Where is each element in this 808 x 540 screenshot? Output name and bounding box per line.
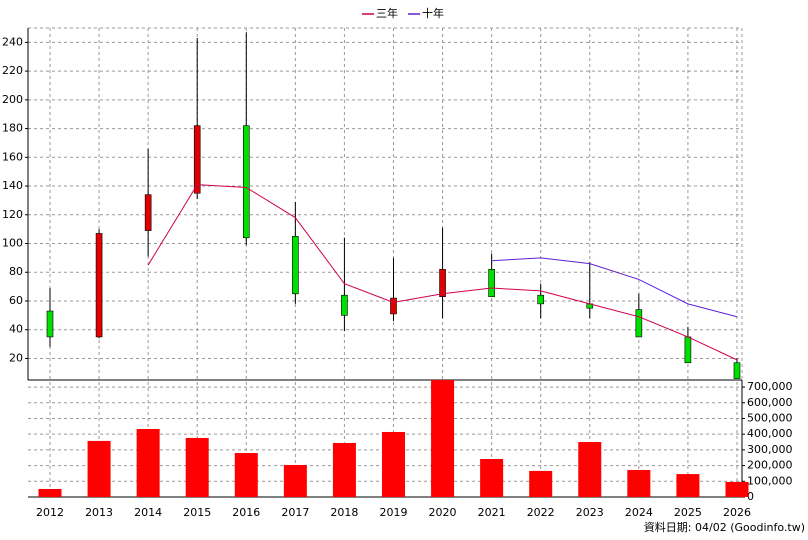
x-tick-label: 2015 (183, 506, 211, 519)
footnote: 資料日期: 04/02 (Goodinfo.tw) (644, 520, 805, 534)
volume-bar (725, 481, 749, 497)
y2-tick-label: 400,000 (747, 427, 793, 440)
ma-line (147, 184, 738, 361)
candle-body (341, 294, 348, 316)
volume-bar (234, 453, 258, 497)
candle-body (488, 269, 495, 297)
volume-bar (578, 442, 602, 497)
x-tick-label: 2023 (576, 506, 604, 519)
volume-bar (431, 380, 455, 497)
candle-body (390, 297, 397, 315)
volume-bar (185, 437, 209, 497)
y-tick-label: 60 (9, 294, 23, 307)
x-tick-label: 2022 (527, 506, 555, 519)
x-tick-label: 2016 (232, 506, 260, 519)
y-tick-label: 240 (2, 35, 23, 48)
volume-bar (676, 474, 700, 497)
volume-bar (136, 428, 160, 497)
volume-bar (627, 469, 651, 497)
x-tick-label: 2019 (379, 506, 407, 519)
y2-tick-label: 700,000 (747, 380, 793, 393)
y-tick-label: 20 (9, 351, 23, 364)
y-tick-label: 140 (2, 179, 23, 192)
y2-tick-label: 300,000 (747, 443, 793, 456)
volume-bar (332, 442, 356, 497)
volume-bar (529, 470, 553, 497)
volume-bar (87, 440, 111, 497)
candle-body (144, 194, 152, 231)
y2-tick-label: 500,000 (747, 411, 793, 424)
x-tick-label: 2013 (85, 506, 113, 519)
y-tick-label: 180 (2, 122, 23, 135)
volume-bar (38, 488, 62, 497)
y2-tick-label: 600,000 (747, 396, 793, 409)
x-tick-label: 2012 (36, 506, 64, 519)
x-tick-label: 2018 (330, 506, 358, 519)
y2-tick-label: 0 (747, 490, 754, 503)
ma-line (491, 257, 738, 318)
candle-body (46, 310, 54, 338)
x-tick-label: 2024 (625, 506, 653, 519)
x-tick-label: 2026 (723, 506, 751, 519)
x-tick-label: 2025 (674, 506, 702, 519)
volume-bar (480, 458, 504, 497)
y-tick-label: 100 (2, 237, 23, 250)
x-tick-label: 2020 (429, 506, 457, 519)
y2-tick-label: 100,000 (747, 474, 793, 487)
y-tick-label: 120 (2, 208, 23, 221)
candle-body (733, 362, 741, 379)
y-tick-label: 220 (2, 64, 23, 77)
candle-body (684, 336, 692, 364)
candle-body (242, 125, 250, 239)
x-tick-label: 2014 (134, 506, 162, 519)
y2-tick-label: 200,000 (747, 459, 793, 472)
volume-bar (283, 464, 307, 497)
candle-body (439, 269, 446, 297)
candle-body (193, 125, 201, 194)
y-tick-label: 80 (9, 265, 23, 278)
volume-bar (381, 431, 405, 497)
candle-body (95, 233, 103, 338)
legend-label: 十年 (422, 6, 444, 20)
y-tick-label: 200 (2, 93, 23, 106)
candle-body (537, 294, 545, 305)
x-tick-label: 2017 (281, 506, 309, 519)
legend-label: 三年 (376, 6, 398, 20)
candle-body (292, 236, 299, 295)
x-tick-label: 2021 (478, 506, 506, 519)
y-tick-label: 160 (2, 150, 23, 163)
y-tick-label: 40 (9, 323, 23, 336)
candle-body (635, 309, 643, 338)
